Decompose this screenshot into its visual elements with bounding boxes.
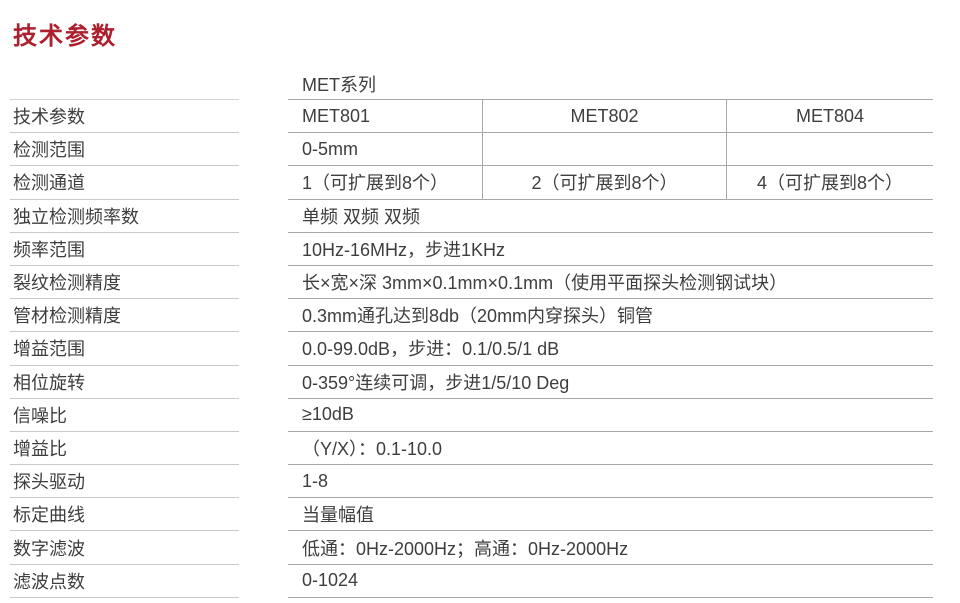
table-row-filter-points: 0-1024 [288,565,933,598]
cell-frequency-range: 10Hz-16MHz，步进1KHz [302,239,506,260]
param-label: 裂纹检测精度 [13,273,121,294]
table-row-digital-filter: 低通：0Hz-2000Hz；高通：0Hz-2000Hz [288,531,933,565]
table-row-gain-range: 0.0-99.0dB，步进：0.1/0.5/1 dB [288,332,933,366]
cell-range-met804 [727,133,933,165]
cell-channels-met801: 1（可扩展到8个） [288,166,483,199]
param-label-row: 检测通道 [10,166,239,200]
table-row-detect-range: 0-5mm [288,133,933,167]
table-row-snr: ≥10dB [288,399,933,432]
param-label-row: 探头驱动 [10,465,239,499]
param-label: 探头驱动 [13,472,85,493]
param-label: 增益比 [13,438,67,459]
param-label-row: 技术参数 [10,100,239,134]
cell-tube-accuracy: 0.3mm通孔达到8db（20mm内穿探头）铜管 [302,306,654,327]
param-label: 相位旋转 [13,372,85,393]
param-label: 标定曲线 [13,505,85,526]
param-label-row: 增益范围 [10,332,239,366]
param-label-row: 增益比 [10,432,239,466]
cell-calibration-curve: 当量幅值 [302,505,374,526]
cell-snr: ≥10dB [302,404,354,425]
table-row-crack-accuracy: 长×宽×深 3mm×0.1mm×0.1mm（使用平面探头检测钢试块） [288,266,933,300]
param-label: 检测通道 [13,173,85,194]
param-label: 管材检测精度 [13,306,121,327]
param-label-row: 信噪比 [10,399,239,432]
param-label-row: 滤波点数 [10,565,239,598]
cell-filter-points: 0-1024 [302,570,359,591]
cell-phase-rotation: 0-359°连续可调，步进1/5/10 Deg [302,372,570,393]
param-label: 频率范围 [13,239,85,260]
cell-crack-accuracy: 长×宽×深 3mm×0.1mm×0.1mm（使用平面探头检测钢试块） [302,273,788,294]
table-row-probe-drive: 1-8 [288,465,933,499]
cell-channels-met802: 2（可扩展到8个） [483,166,727,199]
cell-digital-filter: 低通：0Hz-2000Hz；高通：0Hz-2000Hz [302,538,629,559]
table-row-models: MET801 MET802 MET804 [288,100,933,134]
param-label: 检测范围 [13,140,85,161]
param-label-row: 相位旋转 [10,366,239,399]
param-label: 技术参数 [13,107,85,128]
table-row-phase-rotation: 0-359°连续可调，步进1/5/10 Deg [288,366,933,399]
param-label-row: 数字滤波 [10,531,239,565]
table-row-calibration-curve: 当量幅值 [288,498,933,532]
param-label: 增益范围 [13,339,85,360]
cell-gain-range: 0.0-99.0dB，步进：0.1/0.5/1 dB [302,339,560,360]
spec-value-table: MET801 MET802 MET804 0-5mm 1（可扩展到8个） 2（可… [288,99,933,598]
param-label-row: 管材检测精度 [10,299,239,333]
param-label: 数字滤波 [13,538,85,559]
param-label-row: 独立检测频率数 [10,200,239,233]
cell-model-met801: MET801 [288,100,483,133]
table-row-tube-accuracy: 0.3mm通孔达到8db（20mm内穿探头）铜管 [288,299,933,333]
cell-model-met802: MET802 [483,100,727,133]
cell-frequency-count: 单频 双频 双频 [302,206,421,227]
parameter-label-column: 技术参数 检测范围 检测通道 独立检测频率数 频率范围 裂纹检测精度 管材检测精… [10,99,239,598]
page-title: 技术参数 [13,23,117,50]
cell-probe-drive: 1-8 [302,470,329,491]
table-row-channels: 1（可扩展到8个） 2（可扩展到8个） 4（可扩展到8个） [288,166,933,200]
table-row-gain-ratio: （Y/X）：0.1-10.0 [288,432,933,466]
param-label: 独立检测频率数 [13,206,139,227]
table-row-frequency-range: 10Hz-16MHz，步进1KHz [288,233,933,266]
cell-range-met801: 0-5mm [288,133,483,166]
param-label-row: 裂纹检测精度 [10,266,239,300]
param-label-row: 标定曲线 [10,498,239,532]
cell-channels-met804: 4（可扩展到8个） [756,173,904,194]
series-header: MET系列 [302,75,376,95]
cell-model-met804: MET804 [795,105,865,126]
cell-gain-ratio: （Y/X）：0.1-10.0 [302,438,443,459]
param-label-row: 频率范围 [10,233,239,266]
cell-range-met802 [483,133,727,166]
table-row-frequency-count: 单频 双频 双频 [288,200,933,233]
param-label: 信噪比 [13,405,67,426]
param-label-row: 检测范围 [10,133,239,167]
param-label: 滤波点数 [13,571,85,592]
